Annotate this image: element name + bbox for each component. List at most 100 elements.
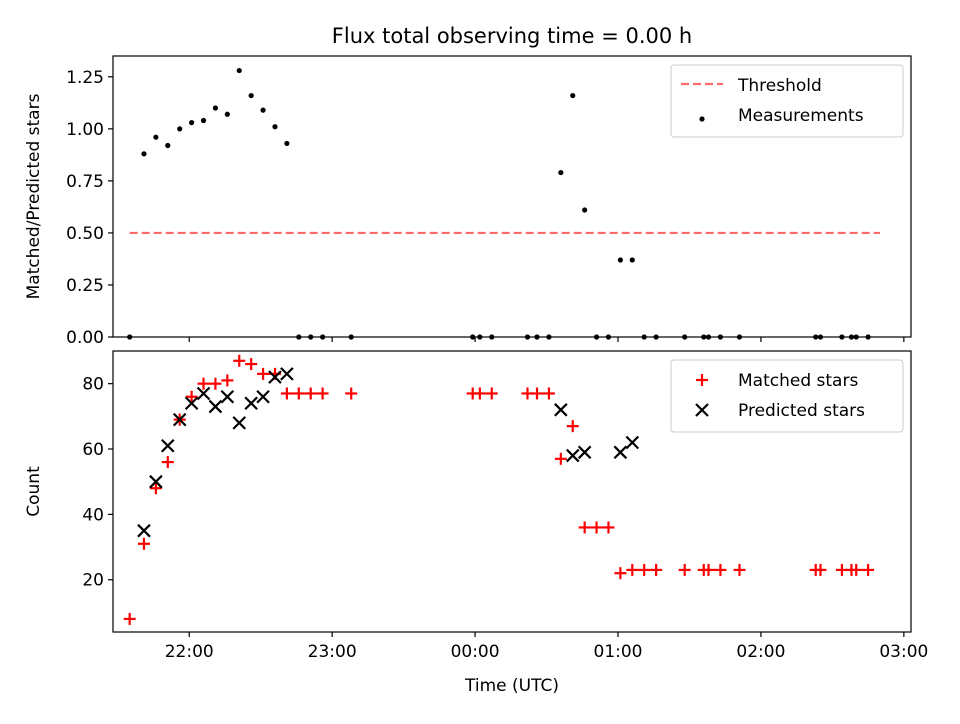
x-axis-label: Time (UTC)	[464, 676, 559, 696]
data-point	[184, 396, 199, 411]
legend: Threshold Measurements	[670, 64, 904, 138]
data-point	[233, 354, 246, 367]
data-point	[220, 389, 235, 404]
x-b	[232, 416, 247, 430]
x-b	[280, 367, 294, 381]
series-matched-stars	[123, 354, 875, 625]
data-point	[268, 370, 282, 384]
top-panel: 0.00 0.25 0.50 0.75 1.00 1.25 Matched/Predicte…	[24, 55, 912, 348]
data-point	[141, 151, 147, 157]
y-tick-label: 40	[82, 505, 104, 525]
x-b	[161, 438, 175, 453]
data-point	[629, 257, 635, 263]
legend-marker-handle	[696, 374, 708, 386]
data-point	[208, 399, 223, 414]
y-tick-label: 0.75	[66, 172, 104, 192]
data-point	[542, 387, 555, 400]
y-tick-label: 60	[82, 440, 104, 460]
legend-label: Matched stars	[738, 371, 858, 391]
y-tick-label: 20	[82, 571, 104, 591]
data-point	[177, 126, 183, 132]
data-point	[650, 563, 663, 576]
data-point	[316, 387, 329, 400]
x-b	[244, 396, 258, 411]
data-point	[232, 416, 247, 430]
data-point	[260, 107, 266, 113]
data-point	[256, 389, 270, 404]
data-point	[189, 120, 195, 126]
data-point	[862, 563, 875, 576]
data-point	[714, 563, 727, 576]
data-point	[284, 140, 290, 147]
data-point	[345, 387, 358, 400]
data-point	[617, 257, 623, 263]
y-tick-label: 1.00	[66, 120, 104, 140]
data-point	[272, 124, 278, 130]
data-point	[554, 452, 567, 465]
data-point	[161, 456, 174, 469]
legend-box	[670, 64, 904, 138]
data-point	[531, 387, 544, 400]
data-point	[137, 537, 150, 550]
x-tick-label: 23:00	[308, 642, 357, 662]
legend: Matched stars Predicted stars	[670, 359, 904, 433]
data-point	[244, 396, 258, 411]
x-b	[256, 389, 270, 404]
data-point	[702, 563, 715, 576]
data-point	[153, 134, 159, 140]
data-point	[257, 367, 270, 380]
y-tick-label: 0.00	[66, 328, 104, 348]
data-point	[149, 482, 162, 495]
data-point	[850, 563, 863, 576]
data-point	[197, 377, 210, 390]
legend-measurement-handle	[699, 116, 705, 122]
y-tick-label: 0.25	[66, 276, 104, 296]
data-point	[590, 521, 603, 534]
x-b	[196, 386, 211, 401]
data-point	[292, 387, 305, 400]
y-tick-label: 80	[82, 375, 104, 395]
y-axis-label: Count	[24, 466, 44, 517]
series-predicted-stars	[137, 367, 640, 538]
legend-box	[670, 359, 904, 433]
data-point	[566, 420, 579, 433]
axes-frame	[112, 55, 912, 338]
data-point	[248, 92, 254, 99]
data-point	[602, 521, 615, 534]
data-point	[221, 374, 234, 387]
x-b	[208, 399, 223, 414]
data-point	[558, 169, 564, 176]
x-b	[137, 523, 151, 538]
data-point	[185, 390, 198, 403]
x-b	[613, 445, 628, 460]
x-b	[268, 370, 282, 384]
legend-label: Predicted stars	[738, 401, 865, 421]
x-b	[172, 412, 187, 427]
data-point	[212, 105, 219, 111]
data-point	[236, 67, 242, 74]
y-tick-label: 0.50	[66, 224, 104, 244]
data-point	[200, 117, 207, 124]
data-point	[626, 563, 639, 576]
x-tick-label: 00:00	[451, 642, 500, 662]
data-point	[814, 563, 827, 576]
data-point	[137, 523, 151, 538]
x-tick-label: 02:00	[736, 642, 785, 662]
data-point	[172, 412, 187, 427]
legend-label: Threshold	[737, 76, 822, 96]
x-tick-label: 03:00	[879, 642, 928, 662]
legend-marker-handle	[695, 403, 709, 417]
y-axis-label: Matched/Predicted stars	[24, 93, 44, 299]
data-point	[577, 445, 592, 460]
x-b	[149, 474, 163, 489]
data-point	[149, 474, 163, 489]
data-point	[224, 111, 230, 117]
data-point	[165, 142, 171, 149]
y-tick-label: 1.25	[66, 68, 104, 88]
x-b	[220, 389, 235, 404]
data-point	[582, 207, 588, 213]
x-b	[577, 445, 592, 460]
data-point	[473, 387, 486, 400]
data-point	[245, 358, 258, 371]
